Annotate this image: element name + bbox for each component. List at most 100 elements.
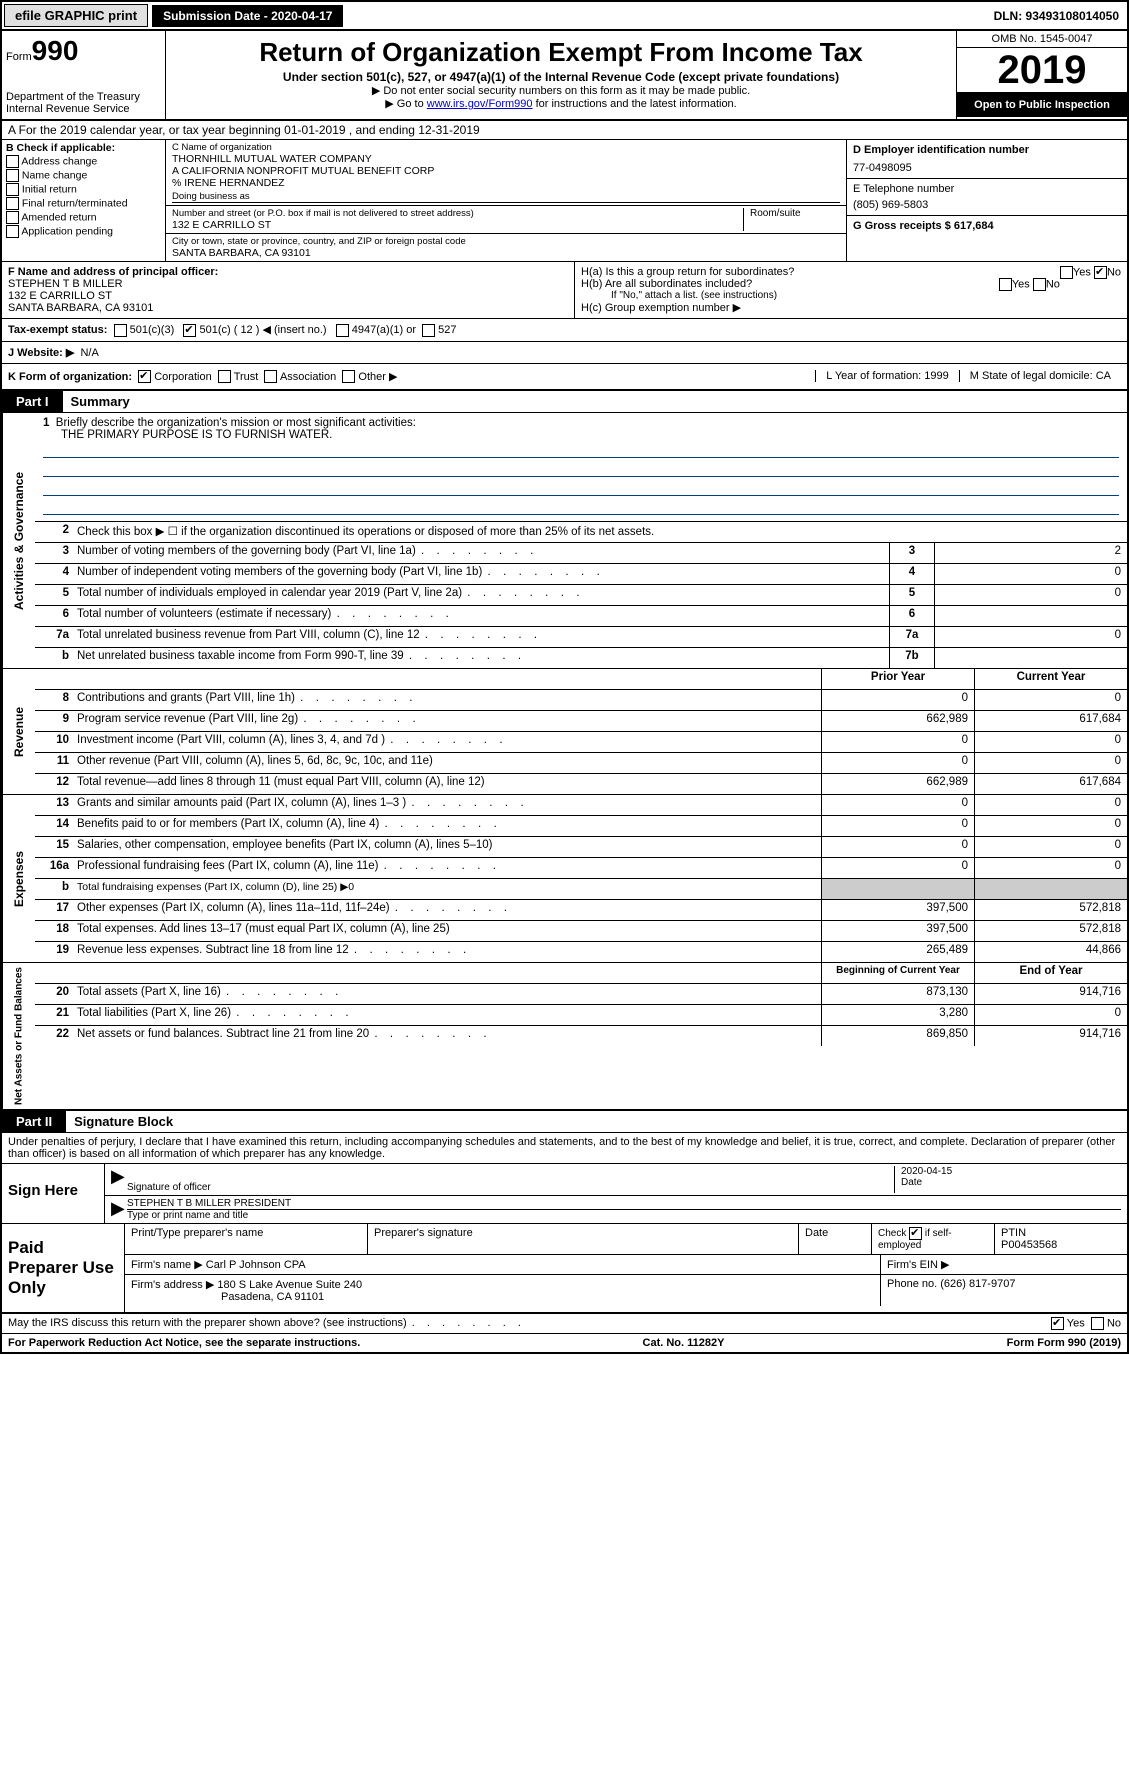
header-center: Return of Organization Exempt From Incom… [166,31,956,119]
form-org-row: K Form of organization: Corporation Trus… [2,364,1127,392]
form-990-ref: Form 990 (2019) [1037,1337,1121,1349]
col-b-label: B Check if applicable: [6,142,161,154]
k-label: K Form of organization: [8,371,132,383]
l22: Net assets or fund balances. Subtract li… [73,1026,821,1046]
preparer-name-hdr: Print/Type preparer's name [125,1224,368,1254]
chk-trust[interactable] [218,370,231,383]
discuss-yes[interactable] [1051,1317,1064,1330]
chk-4947[interactable] [336,324,349,337]
chk-other[interactable] [342,370,355,383]
ha-yes[interactable] [1060,266,1073,279]
hb-label: H(b) Are all subordinates included? [581,278,752,290]
pra-notice: For Paperwork Reduction Act Notice, see … [8,1337,360,1349]
c17: 572,818 [974,900,1127,920]
opt-address: Address change [21,155,97,167]
hc-label: H(c) Group exemption number ▶ [581,301,1121,314]
l13: Grants and similar amounts paid (Part IX… [73,795,821,815]
chk-501c3[interactable] [114,324,127,337]
c11: 0 [974,753,1127,773]
c19: 44,866 [974,942,1127,962]
firm-phone: Phone no. (626) 817-9707 [881,1275,1127,1306]
preparer-date-hdr: Date [799,1224,872,1254]
arrow-icon: ▶ [111,1198,127,1221]
subtitle-2: ▶ Do not enter social security numbers o… [174,84,948,97]
l9: Program service revenue (Part VIII, line… [73,711,821,731]
submission-date-badge: Submission Date - 2020-04-17 [152,5,343,27]
gross-receipts: G Gross receipts $ 617,684 [853,220,1121,232]
mission-line [43,481,1119,496]
chk-amended[interactable] [6,211,19,224]
discuss-no[interactable] [1091,1317,1104,1330]
ha-no[interactable] [1094,266,1107,279]
ein-value: 77-0498095 [853,162,1121,174]
p9: 662,989 [821,711,974,731]
chk-corp[interactable] [138,370,151,383]
hb-no[interactable] [1033,278,1046,291]
vlabel-revenue: Revenue [2,669,35,794]
officer-city: SANTA BARBARA, CA 93101 [8,302,568,314]
firm-name: Carl P Johnson CPA [206,1259,306,1271]
l6: Total number of volunteers (estimate if … [73,606,889,626]
v7a: 0 [934,627,1127,647]
p10: 0 [821,732,974,752]
hb-yes[interactable] [999,278,1012,291]
hdr-current: Current Year [974,669,1127,689]
form-title: Return of Organization Exempt From Incom… [174,37,948,68]
mission-text: THE PRIMARY PURPOSE IS TO FURNISH WATER. [43,429,1119,441]
room-suite-label: Room/suite [743,208,840,231]
opt-501c3: 501(c)(3) [130,324,175,336]
chk-address-change[interactable] [6,155,19,168]
tax-exempt-row: Tax-exempt status: 501(c)(3) 501(c) ( 12… [2,319,1127,342]
l14: Benefits paid to or for members (Part IX… [73,816,821,836]
opt-initial: Initial return [22,183,77,195]
website-value: N/A [80,347,98,359]
l3: Number of voting members of the governin… [73,543,889,563]
principal-officer: F Name and address of principal officer:… [2,262,575,318]
l10: Investment income (Part VIII, column (A)… [73,732,821,752]
discuss-label: May the IRS discuss this return with the… [8,1317,523,1330]
website-row: J Website: ▶ N/A [2,342,1127,364]
instructions-link[interactable]: www.irs.gov/Form990 [427,98,533,110]
p22: 869,850 [821,1026,974,1046]
chk-pending[interactable] [6,225,19,238]
dba-label: Doing business as [172,191,840,203]
phone-label: E Telephone number [853,183,1121,195]
chk-initial[interactable] [6,183,19,196]
group-return: H(a) Is this a group return for subordin… [575,262,1127,318]
firm-ein-label: Firm's EIN ▶ [881,1255,1127,1274]
sig-date: 2020-04-15 [901,1166,1121,1177]
col-c: C Name of organization THORNHILL MUTUAL … [166,140,846,261]
check-applicable: B Check if applicable: Address change Na… [2,140,166,261]
dept-label: Department of the Treasury [6,91,161,103]
firm-addr1: 180 S Lake Avenue Suite 240 [217,1279,362,1291]
revenue-section: Revenue Prior YearCurrent Year 8Contribu… [2,669,1127,795]
no-label: No [1107,1318,1121,1330]
p17: 397,500 [821,900,974,920]
p12: 662,989 [821,774,974,794]
city-label: City or town, state or province, country… [172,236,840,247]
chk-assoc[interactable] [264,370,277,383]
l16b: Total fundraising expenses (Part IX, col… [73,879,821,899]
org-info-block: B Check if applicable: Address change Na… [2,140,1127,262]
tax-year-range: A For the 2019 calendar year, or tax yea… [2,121,1127,140]
chk-name-change[interactable] [6,169,19,182]
hdr-prior: Prior Year [821,669,974,689]
opt-corp: Corporation [154,371,211,383]
topbar: efile GRAPHIC print Submission Date - 20… [2,2,1127,31]
chk-self-employed[interactable] [909,1227,922,1240]
part2-title: Signature Block [74,1114,173,1129]
c20: 914,716 [974,984,1127,1004]
efile-print-button[interactable]: efile GRAPHIC print [4,4,148,27]
v3: 2 [934,543,1127,563]
header-left: Form990 Department of the Treasury Inter… [2,31,166,119]
l19: Revenue less expenses. Subtract line 18 … [73,942,821,962]
activities-governance-section: Activities & Governance 1 Briefly descri… [2,413,1127,669]
self-employed-cell: Check if self-employed [872,1224,995,1254]
city-state-zip: SANTA BARBARA, CA 93101 [172,247,840,259]
open-public-badge: Open to Public Inspection [957,93,1127,117]
v4: 0 [934,564,1127,584]
chk-527[interactable] [422,324,435,337]
chk-501c[interactable] [183,324,196,337]
chk-final[interactable] [6,197,19,210]
phone-value: (805) 969-5803 [853,199,1121,211]
